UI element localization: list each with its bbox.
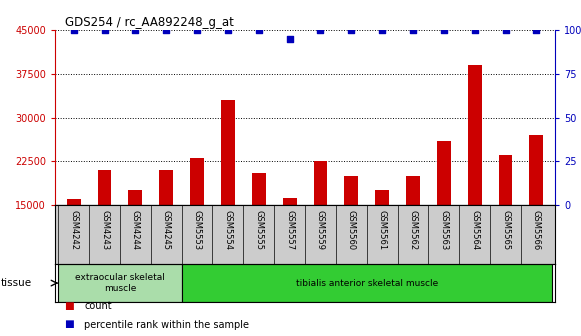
Text: tissue: tissue bbox=[1, 278, 32, 288]
Bar bbox=[283, 198, 296, 292]
Bar bbox=[345, 176, 358, 292]
Text: GSM4242: GSM4242 bbox=[69, 210, 78, 250]
Bar bbox=[252, 173, 266, 292]
Point bbox=[223, 28, 232, 33]
Bar bbox=[58, 264, 182, 302]
Text: GSM5555: GSM5555 bbox=[254, 210, 263, 250]
Text: GSM5566: GSM5566 bbox=[532, 210, 541, 250]
Bar bbox=[128, 191, 142, 292]
Text: GSM5560: GSM5560 bbox=[347, 210, 356, 250]
Bar bbox=[182, 264, 552, 302]
Bar bbox=[406, 176, 420, 292]
Point bbox=[316, 28, 325, 33]
Bar bbox=[498, 156, 512, 292]
Text: GSM4244: GSM4244 bbox=[131, 210, 140, 250]
Text: tibialis anterior skeletal muscle: tibialis anterior skeletal muscle bbox=[296, 279, 438, 288]
Text: GSM5559: GSM5559 bbox=[316, 210, 325, 250]
Text: GSM5562: GSM5562 bbox=[408, 210, 418, 250]
Bar bbox=[375, 191, 389, 292]
Text: count: count bbox=[84, 301, 112, 311]
Text: GSM5563: GSM5563 bbox=[439, 210, 449, 250]
Point bbox=[347, 28, 356, 33]
Point bbox=[470, 28, 479, 33]
Bar bbox=[468, 65, 482, 292]
Point bbox=[69, 28, 78, 33]
Point bbox=[378, 28, 387, 33]
Point bbox=[408, 28, 418, 33]
Point bbox=[285, 36, 294, 42]
Bar bbox=[67, 199, 81, 292]
Point bbox=[192, 28, 202, 33]
Bar bbox=[221, 100, 235, 292]
Bar bbox=[437, 141, 451, 292]
Point bbox=[131, 28, 140, 33]
Text: ■: ■ bbox=[64, 319, 74, 329]
Bar bbox=[190, 158, 204, 292]
Point bbox=[439, 28, 449, 33]
Text: GSM4243: GSM4243 bbox=[100, 210, 109, 250]
Bar bbox=[314, 161, 327, 292]
Text: GSM5557: GSM5557 bbox=[285, 210, 294, 250]
Bar bbox=[159, 170, 173, 292]
Text: GSM4245: GSM4245 bbox=[162, 210, 171, 250]
Point bbox=[501, 28, 510, 33]
Text: GSM5553: GSM5553 bbox=[192, 210, 202, 250]
Text: GSM5565: GSM5565 bbox=[501, 210, 510, 250]
Bar bbox=[98, 170, 112, 292]
Text: GSM5564: GSM5564 bbox=[470, 210, 479, 250]
Text: GSM5554: GSM5554 bbox=[224, 210, 232, 250]
Bar bbox=[529, 135, 543, 292]
Point bbox=[162, 28, 171, 33]
Text: extraocular skeletal
muscle: extraocular skeletal muscle bbox=[75, 274, 165, 293]
Text: ■: ■ bbox=[64, 301, 74, 311]
Text: percentile rank within the sample: percentile rank within the sample bbox=[84, 320, 249, 330]
Point bbox=[532, 28, 541, 33]
Text: GSM5561: GSM5561 bbox=[378, 210, 386, 250]
Text: GDS254 / rc_AA892248_g_at: GDS254 / rc_AA892248_g_at bbox=[65, 16, 234, 29]
Point bbox=[100, 28, 109, 33]
Point bbox=[254, 28, 263, 33]
